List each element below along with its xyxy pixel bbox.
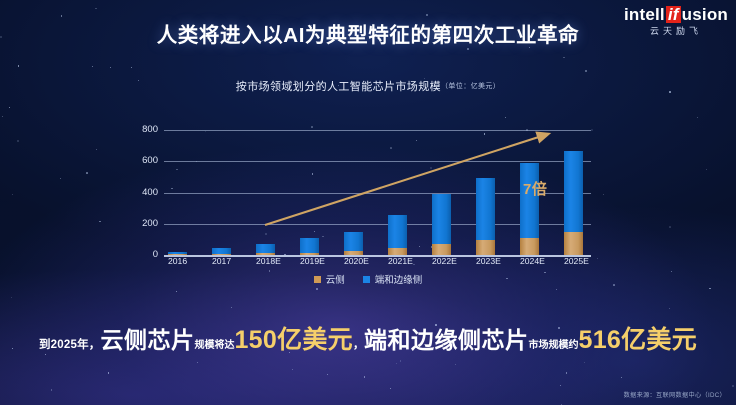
bar-segment-edge bbox=[212, 247, 231, 254]
x-axis-label: 2017 bbox=[212, 256, 232, 266]
bar-segment-cloud bbox=[388, 248, 407, 255]
caption-part-3: 规模将达 bbox=[194, 340, 235, 351]
caption-value-cloud: 150亿美元 bbox=[234, 326, 353, 354]
caption-value-edge: 516亿美元 bbox=[578, 326, 697, 354]
caption-part-6: 端和边缘侧芯片 bbox=[363, 327, 529, 353]
bar-segment-cloud bbox=[476, 240, 495, 255]
y-axis-tick: 600 bbox=[142, 155, 158, 167]
chart-title-text: 按市场领域划分的人工智能芯片市场规模 bbox=[235, 81, 441, 93]
logo-text-right: usion bbox=[681, 5, 728, 24]
legend-item[interactable]: 云侧 bbox=[313, 272, 345, 286]
bar-column[interactable] bbox=[388, 130, 407, 255]
bar-segment-edge bbox=[388, 214, 407, 249]
bar-segment-cloud bbox=[300, 252, 319, 255]
bar-segment-edge bbox=[300, 237, 319, 253]
x-axis-label: 2025E bbox=[564, 256, 589, 266]
caption-part-7: 市场规模约 bbox=[528, 340, 579, 351]
bar-segment-edge bbox=[432, 193, 451, 245]
bar-column[interactable] bbox=[344, 130, 363, 255]
bar-segment-edge bbox=[256, 243, 275, 253]
source-note: 数据来源：互联网数据中心（IDC） bbox=[623, 392, 726, 399]
x-axis-label: 2024E bbox=[520, 256, 545, 266]
bar-column[interactable] bbox=[212, 130, 231, 255]
logo-text-left: intell bbox=[623, 5, 665, 24]
x-axis-label: 2018E bbox=[256, 256, 281, 266]
bar-segment-edge bbox=[520, 162, 539, 238]
logo-text-highlight: if bbox=[665, 5, 681, 24]
caption-part-2: 云侧芯片 bbox=[100, 327, 195, 353]
bar-column[interactable] bbox=[476, 130, 495, 255]
chart-plot-area: 0 200 400 600 800 2016 2017 2018E 2019E 2020E 202… bbox=[128, 114, 591, 266]
bar-segment-edge bbox=[564, 151, 583, 232]
x-axis-label: 2022E bbox=[432, 256, 457, 266]
y-axis-tick: 800 bbox=[142, 124, 158, 135]
caption-part-5: ， bbox=[352, 339, 364, 351]
x-axis-label: 2021E bbox=[388, 256, 413, 266]
page-title: 人类将进入以AI为典型特征的第四次工业革命 bbox=[156, 24, 580, 47]
chart-container: 按市场领域划分的人工智能芯片市场规模（单位：亿美元） 0 200 400 600 800… bbox=[0, 78, 736, 293]
gridline bbox=[164, 130, 591, 131]
logo-wordmark: intell if usion bbox=[624, 6, 728, 23]
chart-legend: 云侧 端和边缘侧 bbox=[0, 272, 736, 286]
bar-segment-cloud bbox=[212, 253, 231, 255]
caption-part-1: 到2025年， bbox=[38, 339, 101, 351]
legend-swatch-icon bbox=[313, 275, 321, 283]
chart-title: 按市场领域划分的人工智能芯片市场规模（单位：亿美元） bbox=[0, 78, 736, 94]
x-axis-label: 2019E bbox=[300, 256, 325, 266]
legend-label: 端和边缘侧 bbox=[374, 275, 423, 286]
y-axis-tick: 0 bbox=[152, 249, 158, 260]
bar-segment-cloud bbox=[432, 244, 451, 255]
bar-column[interactable] bbox=[168, 130, 187, 255]
y-axis-tick: 200 bbox=[142, 217, 158, 229]
bar-segment-cloud bbox=[256, 252, 275, 255]
summary-caption: 到2025年，云侧芯片规模将达150亿美元，端和边缘侧芯片市场规模约516亿美元 bbox=[0, 320, 736, 356]
bar-segment-cloud bbox=[344, 251, 363, 255]
chart-unit-label: （单位：亿美元） bbox=[441, 83, 501, 90]
x-axis-label: 2020E bbox=[344, 256, 369, 266]
chart-x-axis-labels: 2016 2017 2018E 2019E 2020E 2021E 2022E 2023E 20… bbox=[168, 256, 589, 266]
bar-segment-cloud bbox=[520, 237, 539, 255]
x-axis-label: 2023E bbox=[476, 256, 501, 266]
brand-logo: intell if usion 云天励飞 bbox=[624, 6, 728, 36]
bar-column[interactable] bbox=[256, 130, 275, 255]
bar-column[interactable] bbox=[432, 130, 451, 255]
chart-bars bbox=[168, 130, 583, 255]
legend-label: 云侧 bbox=[325, 275, 345, 286]
bar-segment-edge bbox=[168, 251, 187, 255]
growth-multiplier-label: 7倍 bbox=[523, 181, 548, 198]
bar-segment-cloud bbox=[564, 231, 583, 255]
bar-column[interactable] bbox=[564, 130, 583, 255]
bar-column[interactable] bbox=[300, 130, 319, 255]
logo-subtitle: 云天励飞 bbox=[649, 26, 702, 36]
y-axis-tick: 400 bbox=[142, 186, 158, 198]
legend-item[interactable]: 端和边缘侧 bbox=[362, 272, 423, 286]
legend-swatch-icon bbox=[362, 275, 370, 283]
x-axis-label: 2016 bbox=[168, 256, 188, 266]
bar-segment-edge bbox=[476, 178, 495, 241]
gridline bbox=[164, 255, 591, 257]
bar-segment-cloud bbox=[168, 254, 187, 255]
bar-segment-edge bbox=[344, 231, 363, 252]
